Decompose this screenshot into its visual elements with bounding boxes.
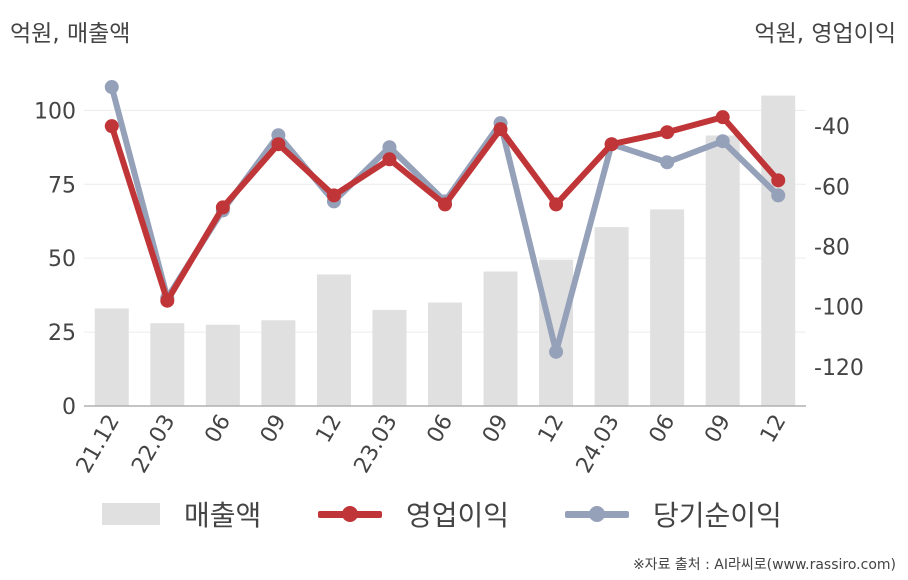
legend-item-operating-profit: 영업이익 bbox=[318, 492, 509, 536]
right-tick-label: -100 bbox=[814, 296, 864, 321]
net-income-point bbox=[715, 134, 730, 149]
x-tick-label: 12 bbox=[534, 411, 570, 448]
operating-profit-point bbox=[771, 173, 786, 188]
x-tick-label: 22.03 bbox=[127, 411, 180, 478]
revenue-bar bbox=[205, 324, 240, 406]
x-tick-label: 24.03 bbox=[572, 411, 625, 478]
x-tick-label: 23.03 bbox=[350, 411, 403, 478]
profit-lines bbox=[104, 80, 786, 359]
revenue-bar bbox=[705, 135, 740, 406]
revenue-bar bbox=[372, 309, 407, 406]
legend-swatch-net-income bbox=[565, 503, 629, 525]
right-tick-label: -40 bbox=[814, 115, 850, 140]
operating-profit-point bbox=[549, 197, 564, 212]
revenue-bar bbox=[150, 323, 185, 406]
x-tick-label: 06 bbox=[423, 411, 459, 448]
legend: 매출액 영업이익 당기순이익 bbox=[0, 492, 908, 536]
left-tick-label: 100 bbox=[34, 99, 76, 124]
x-tick-label: 12 bbox=[311, 411, 347, 448]
right-axis-unit-label: 억원, 영업이익 bbox=[754, 21, 896, 47]
operating-profit-point bbox=[604, 137, 619, 152]
revenue-bar bbox=[428, 302, 462, 406]
source-credit: ※자료 출처 : AI라씨로(www.rassiro.com) bbox=[632, 557, 896, 573]
net-income-point bbox=[104, 80, 119, 95]
legend-label-net-income: 당기순이익 bbox=[653, 499, 782, 532]
right-tick-label: -80 bbox=[814, 236, 850, 261]
right-tick-label: -60 bbox=[814, 175, 850, 200]
x-tick-label: 06 bbox=[200, 411, 236, 448]
operating-profit-point bbox=[326, 188, 341, 203]
revenue-bar bbox=[761, 95, 796, 406]
net-income-point bbox=[660, 155, 675, 170]
operating-profit-point bbox=[493, 122, 508, 137]
gridlines bbox=[84, 109, 806, 333]
x-tick-label: 09 bbox=[700, 411, 736, 448]
x-tick-label: 21.12 bbox=[72, 411, 125, 478]
left-tick-label: 0 bbox=[62, 395, 76, 420]
legend-swatch-operating-profit bbox=[318, 503, 382, 525]
x-tick-label: 12 bbox=[756, 411, 792, 448]
net-income-point bbox=[382, 140, 397, 155]
net-income-point bbox=[771, 188, 786, 203]
left-tick-label: 75 bbox=[48, 173, 76, 198]
operating-profit-point bbox=[215, 200, 230, 215]
revenue-bar bbox=[594, 227, 629, 406]
operating-profit-point bbox=[104, 119, 119, 134]
revenue-bars bbox=[94, 95, 796, 406]
revenue-bar bbox=[94, 308, 129, 406]
revenue-bar bbox=[483, 271, 518, 406]
legend-item-net-income: 당기순이익 bbox=[565, 492, 782, 536]
left-tick-label: 50 bbox=[48, 247, 76, 272]
left-axis-unit-label: 억원, 매출액 bbox=[10, 21, 131, 47]
operating-profit-point bbox=[715, 110, 730, 125]
revenue-bar bbox=[316, 274, 351, 406]
operating-profit-point bbox=[382, 152, 397, 167]
legend-label-revenue: 매출액 bbox=[184, 499, 262, 532]
x-tick-label: 06 bbox=[645, 411, 681, 448]
legend-item-revenue: 매출액 bbox=[102, 492, 261, 536]
financial-chart: 0 25 50 75 100 -40 -60 -80 -100 -120 21.12 22.03 06 0… bbox=[34, 80, 864, 478]
operating-profit-point bbox=[271, 137, 286, 152]
operating-profit-point bbox=[660, 125, 675, 140]
revenue-bar bbox=[261, 320, 296, 406]
operating-profit-point bbox=[438, 197, 452, 212]
net-income-point bbox=[549, 344, 564, 359]
left-tick-label: 25 bbox=[48, 321, 76, 346]
legend-label-operating-profit: 영업이익 bbox=[406, 499, 510, 532]
right-tick-label: -120 bbox=[814, 356, 864, 381]
x-tick-label: 09 bbox=[256, 411, 292, 448]
revenue-bar bbox=[650, 209, 685, 406]
legend-swatch-revenue bbox=[102, 503, 160, 525]
operating-profit-point bbox=[160, 293, 175, 308]
revenue-bar bbox=[539, 259, 574, 406]
x-tick-label: 09 bbox=[478, 411, 514, 448]
